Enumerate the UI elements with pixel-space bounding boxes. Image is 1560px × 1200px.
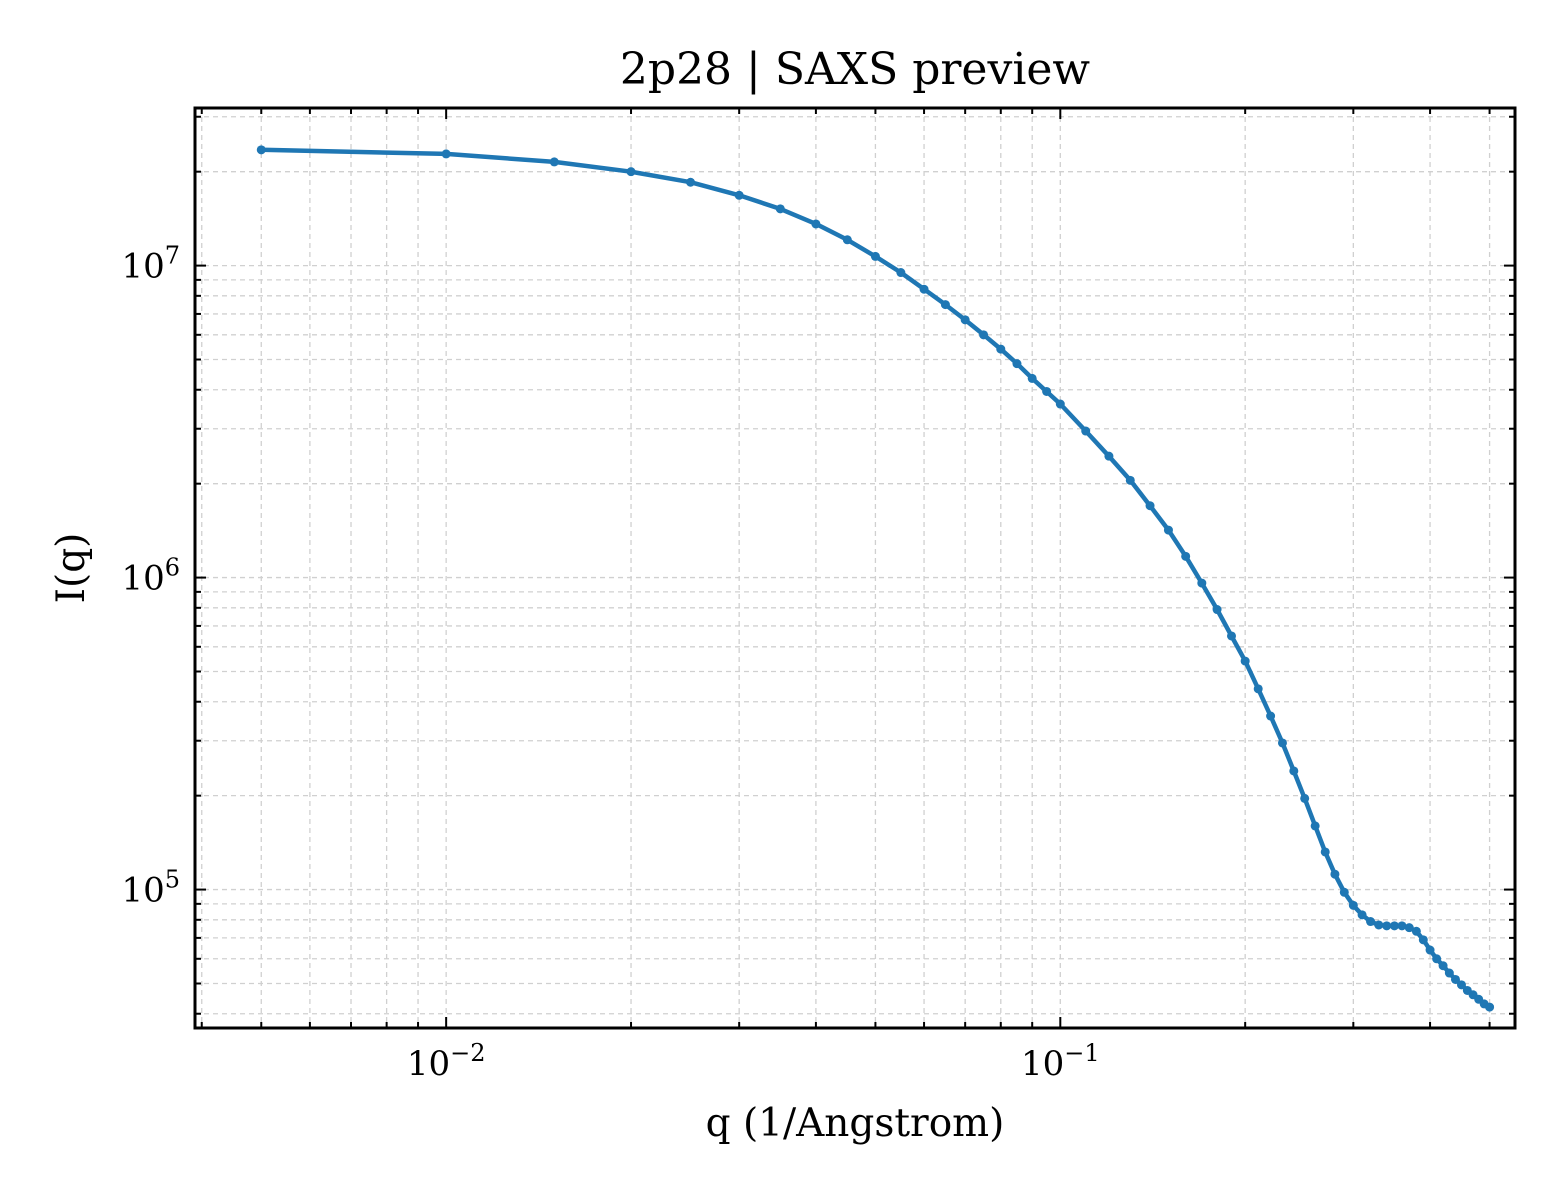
data-point (896, 268, 906, 278)
data-point (549, 157, 559, 167)
data-point (256, 145, 266, 155)
data-point (1212, 605, 1222, 615)
data-point (1055, 399, 1065, 409)
data-point (1404, 923, 1414, 933)
series-layer (256, 145, 1495, 1012)
data-point (1027, 373, 1037, 383)
data-point (1266, 711, 1276, 721)
data-point (1320, 847, 1330, 857)
plot-frame (193, 106, 1517, 1030)
ticks (195, 108, 1515, 1028)
data-point (1397, 921, 1407, 931)
data-point (1240, 656, 1250, 666)
data-point (1456, 980, 1466, 990)
data-point (1042, 386, 1052, 396)
data-point (1330, 869, 1340, 879)
data-point (842, 235, 852, 245)
data-point (1081, 426, 1091, 436)
data-point (1485, 1002, 1495, 1012)
data-point (1145, 501, 1155, 511)
data-point (1366, 917, 1376, 927)
data-point (996, 344, 1006, 354)
data-point (1253, 684, 1263, 694)
data-point (1357, 910, 1367, 920)
data-point (1310, 821, 1320, 831)
data-point (686, 177, 696, 187)
x-axis-label: q (1/Angstrom) (706, 1101, 1005, 1146)
data-point (1339, 887, 1349, 897)
data-point (626, 167, 636, 177)
data-point (1411, 926, 1421, 936)
data-point (940, 300, 950, 310)
data-point (1277, 738, 1287, 748)
grid (195, 108, 1515, 1028)
data-point (1012, 359, 1022, 369)
tick-labels: 10−2 10−1 105 106 107 (121, 242, 1099, 1084)
data-point (1289, 766, 1299, 776)
x-tick-label: 10−1 (1021, 1039, 1100, 1084)
data-point (1382, 921, 1392, 931)
data-point (960, 315, 970, 325)
data-point (1425, 945, 1435, 955)
data-point (1348, 900, 1358, 910)
data-point (811, 219, 821, 229)
data-point (870, 251, 880, 261)
chart-title: 2p28 | SAXS preview (620, 44, 1091, 95)
data-point (1227, 631, 1237, 641)
data-point (1300, 793, 1310, 803)
data-point (734, 190, 744, 200)
data-point (1104, 451, 1114, 461)
data-point (1444, 968, 1454, 978)
y-axis-label: I(q) (49, 533, 94, 604)
data-point (1163, 525, 1173, 535)
y-tick-label: 107 (121, 242, 180, 287)
data-point (441, 149, 451, 159)
data-point (1432, 954, 1442, 964)
data-point (1438, 961, 1448, 971)
data-point (1418, 935, 1428, 945)
y-tick-label: 105 (121, 866, 180, 911)
data-point (1197, 578, 1207, 588)
data-point (1374, 920, 1384, 930)
data-point (979, 330, 989, 340)
y-tick-label: 106 (121, 554, 180, 599)
data-point (1450, 974, 1460, 984)
x-tick-label: 10−2 (407, 1039, 486, 1084)
data-point (919, 284, 929, 294)
data-point (1125, 475, 1135, 485)
data-point (1389, 921, 1399, 931)
data-point (1181, 551, 1191, 561)
data-point (775, 204, 785, 214)
